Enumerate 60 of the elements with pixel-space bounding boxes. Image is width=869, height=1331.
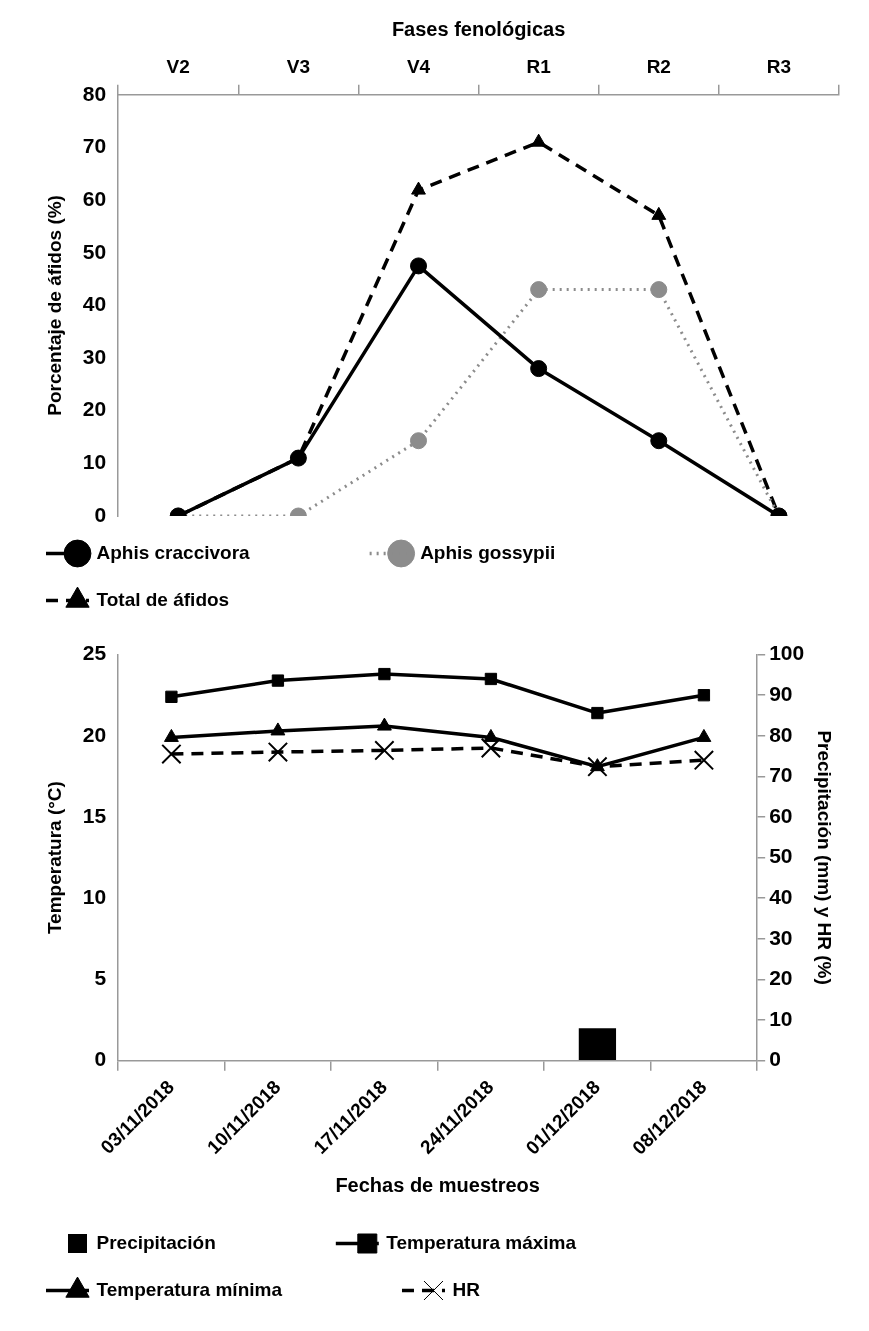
y-tick-label: 30 bbox=[82, 344, 107, 368]
y-tick-label: 5 bbox=[94, 966, 107, 990]
y2-tick-label: 40 bbox=[769, 885, 793, 909]
y-tick-label: 10 bbox=[82, 885, 107, 909]
legend-label: HR bbox=[452, 1278, 594, 1300]
x-tick-label: R2 bbox=[646, 55, 671, 77]
point bbox=[289, 449, 307, 467]
y-tick-label: 20 bbox=[82, 722, 107, 746]
point bbox=[530, 281, 548, 299]
legend-label: Precipitación bbox=[96, 1231, 330, 1253]
point bbox=[410, 432, 428, 450]
point bbox=[374, 740, 395, 761]
point bbox=[693, 749, 715, 771]
point bbox=[267, 741, 289, 763]
legend-label: Aphis craccivora bbox=[96, 541, 364, 563]
legend-label: Aphis gossypii bbox=[420, 541, 670, 563]
y2-tick-label: 50 bbox=[769, 844, 793, 868]
point bbox=[650, 432, 668, 450]
y-tick-label: 20 bbox=[82, 397, 107, 421]
y2-tick-label: 0 bbox=[769, 1047, 781, 1071]
point bbox=[410, 257, 428, 275]
y2-tick-label: 10 bbox=[769, 1006, 793, 1030]
point bbox=[480, 737, 502, 759]
legend-label: Total de áfidos bbox=[96, 588, 344, 610]
point bbox=[651, 206, 667, 220]
y-tick-label: 0 bbox=[94, 1047, 107, 1071]
y2-tick-label: 60 bbox=[769, 803, 793, 827]
x-axis-title: Fases fenológicas bbox=[391, 17, 566, 40]
y2-tick-label: 20 bbox=[769, 966, 793, 990]
y2-tick-label: 70 bbox=[769, 763, 793, 787]
y2-tick-label: 80 bbox=[769, 722, 793, 746]
y2-axis-title: Precipitación (mm) y HR (%) bbox=[814, 730, 836, 985]
legend-label: Temperatura mínima bbox=[96, 1278, 396, 1300]
y-tick-label: 0 bbox=[94, 502, 107, 526]
y2-tick-label: 30 bbox=[769, 925, 793, 949]
y-tick-label: 10 bbox=[82, 450, 107, 474]
x-tick-label: V3 bbox=[286, 55, 310, 77]
x-tick-label: R3 bbox=[766, 55, 792, 77]
y2-tick-label: 90 bbox=[769, 682, 793, 705]
y-tick-label: 25 bbox=[82, 641, 107, 665]
y-tick-label: 60 bbox=[82, 186, 107, 210]
x-tick-label: V4 bbox=[406, 55, 431, 77]
point bbox=[587, 756, 608, 777]
y-tick-label: 50 bbox=[82, 239, 107, 263]
point bbox=[530, 360, 548, 378]
x-tick-label: R1 bbox=[526, 55, 552, 77]
point bbox=[411, 181, 426, 195]
point bbox=[161, 743, 182, 765]
y-tick-label: 40 bbox=[82, 292, 107, 316]
point bbox=[650, 281, 668, 299]
y2-tick-label: 100 bbox=[769, 641, 805, 665]
y-tick-label: 70 bbox=[82, 134, 107, 158]
point bbox=[531, 133, 547, 147]
x-tick-label: V2 bbox=[166, 55, 190, 77]
y-axis-title: Porcentaje de áfidos (%) bbox=[43, 195, 65, 416]
y-tick-label: 80 bbox=[82, 81, 107, 105]
x-axis-title: Fechas de muestreos bbox=[335, 1173, 540, 1196]
legend-label: Temperatura máxima bbox=[386, 1231, 691, 1253]
y-axis-title: Temperatura (°C) bbox=[43, 781, 65, 935]
y-tick-label: 15 bbox=[82, 803, 107, 827]
